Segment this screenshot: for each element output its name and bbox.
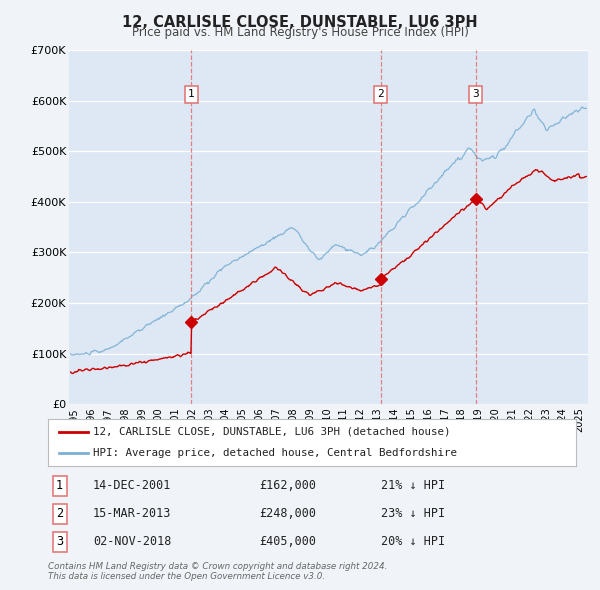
Text: 12, CARLISLE CLOSE, DUNSTABLE, LU6 3PH (detached house): 12, CARLISLE CLOSE, DUNSTABLE, LU6 3PH (… bbox=[93, 427, 451, 437]
Text: 23% ↓ HPI: 23% ↓ HPI bbox=[380, 507, 445, 520]
Text: HPI: Average price, detached house, Central Bedfordshire: HPI: Average price, detached house, Cent… bbox=[93, 448, 457, 458]
Text: 1: 1 bbox=[188, 90, 194, 99]
Text: 2: 2 bbox=[377, 90, 384, 99]
Text: 2: 2 bbox=[56, 507, 63, 520]
Text: 3: 3 bbox=[56, 535, 63, 548]
Text: £248,000: £248,000 bbox=[259, 507, 316, 520]
Text: £405,000: £405,000 bbox=[259, 535, 316, 548]
Text: 12, CARLISLE CLOSE, DUNSTABLE, LU6 3PH: 12, CARLISLE CLOSE, DUNSTABLE, LU6 3PH bbox=[122, 15, 478, 30]
Text: 14-DEC-2001: 14-DEC-2001 bbox=[93, 480, 171, 493]
Text: Price paid vs. HM Land Registry's House Price Index (HPI): Price paid vs. HM Land Registry's House … bbox=[131, 26, 469, 39]
Text: 20% ↓ HPI: 20% ↓ HPI bbox=[380, 535, 445, 548]
Text: Contains HM Land Registry data © Crown copyright and database right 2024.
This d: Contains HM Land Registry data © Crown c… bbox=[48, 562, 388, 581]
Text: 02-NOV-2018: 02-NOV-2018 bbox=[93, 535, 171, 548]
Text: £162,000: £162,000 bbox=[259, 480, 316, 493]
Text: 21% ↓ HPI: 21% ↓ HPI bbox=[380, 480, 445, 493]
Text: 1: 1 bbox=[56, 480, 63, 493]
Text: 3: 3 bbox=[472, 90, 479, 99]
Text: 15-MAR-2013: 15-MAR-2013 bbox=[93, 507, 171, 520]
